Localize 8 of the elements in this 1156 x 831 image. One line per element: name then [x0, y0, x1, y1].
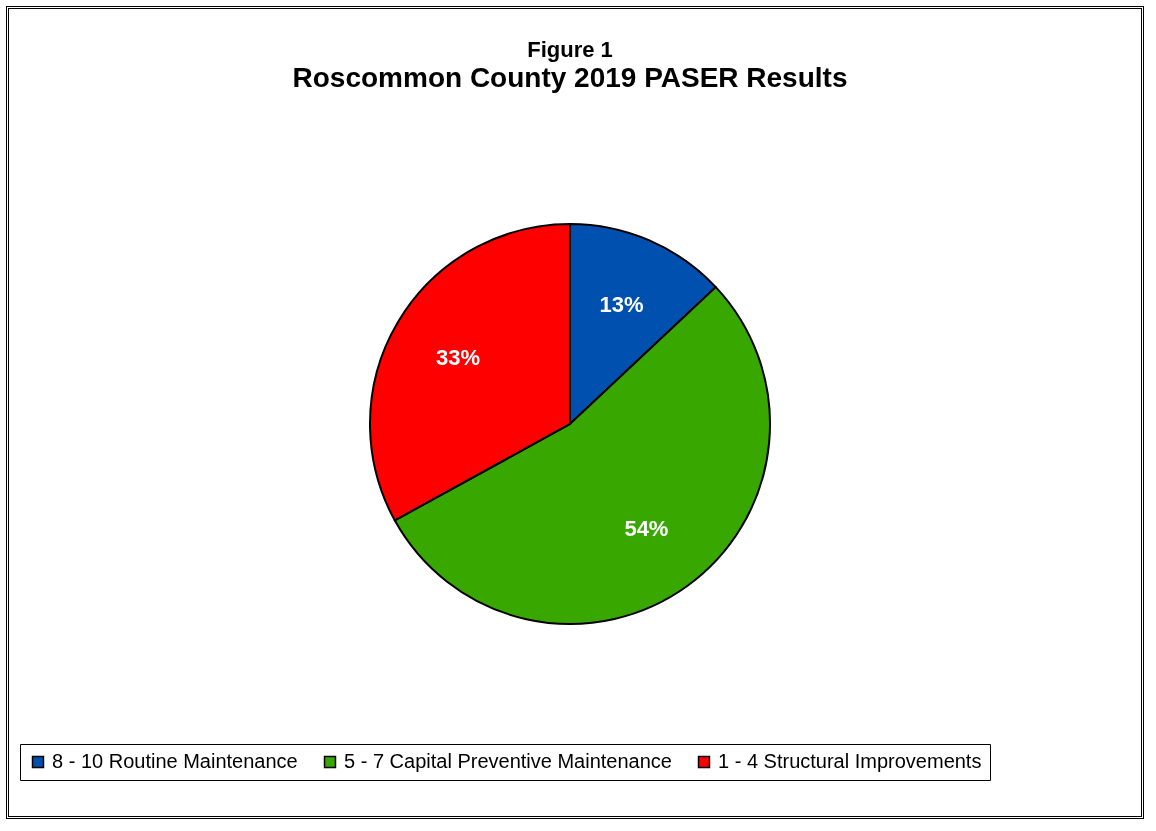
data-label: 13%	[599, 291, 644, 317]
legend-label: 5 - 7 Capital Preventive Maintenance	[344, 750, 672, 772]
legend-label: 8 - 10 Routine Maintenance	[52, 750, 298, 772]
chart-subtitle: Roscommon County 2019 PASER Results	[292, 62, 848, 93]
chart-title: Figure 1	[527, 37, 613, 62]
data-label: 33%	[436, 344, 481, 370]
data-label: 54%	[624, 516, 669, 542]
legend-label: 1 - 4 Structural Improvements	[718, 750, 982, 772]
